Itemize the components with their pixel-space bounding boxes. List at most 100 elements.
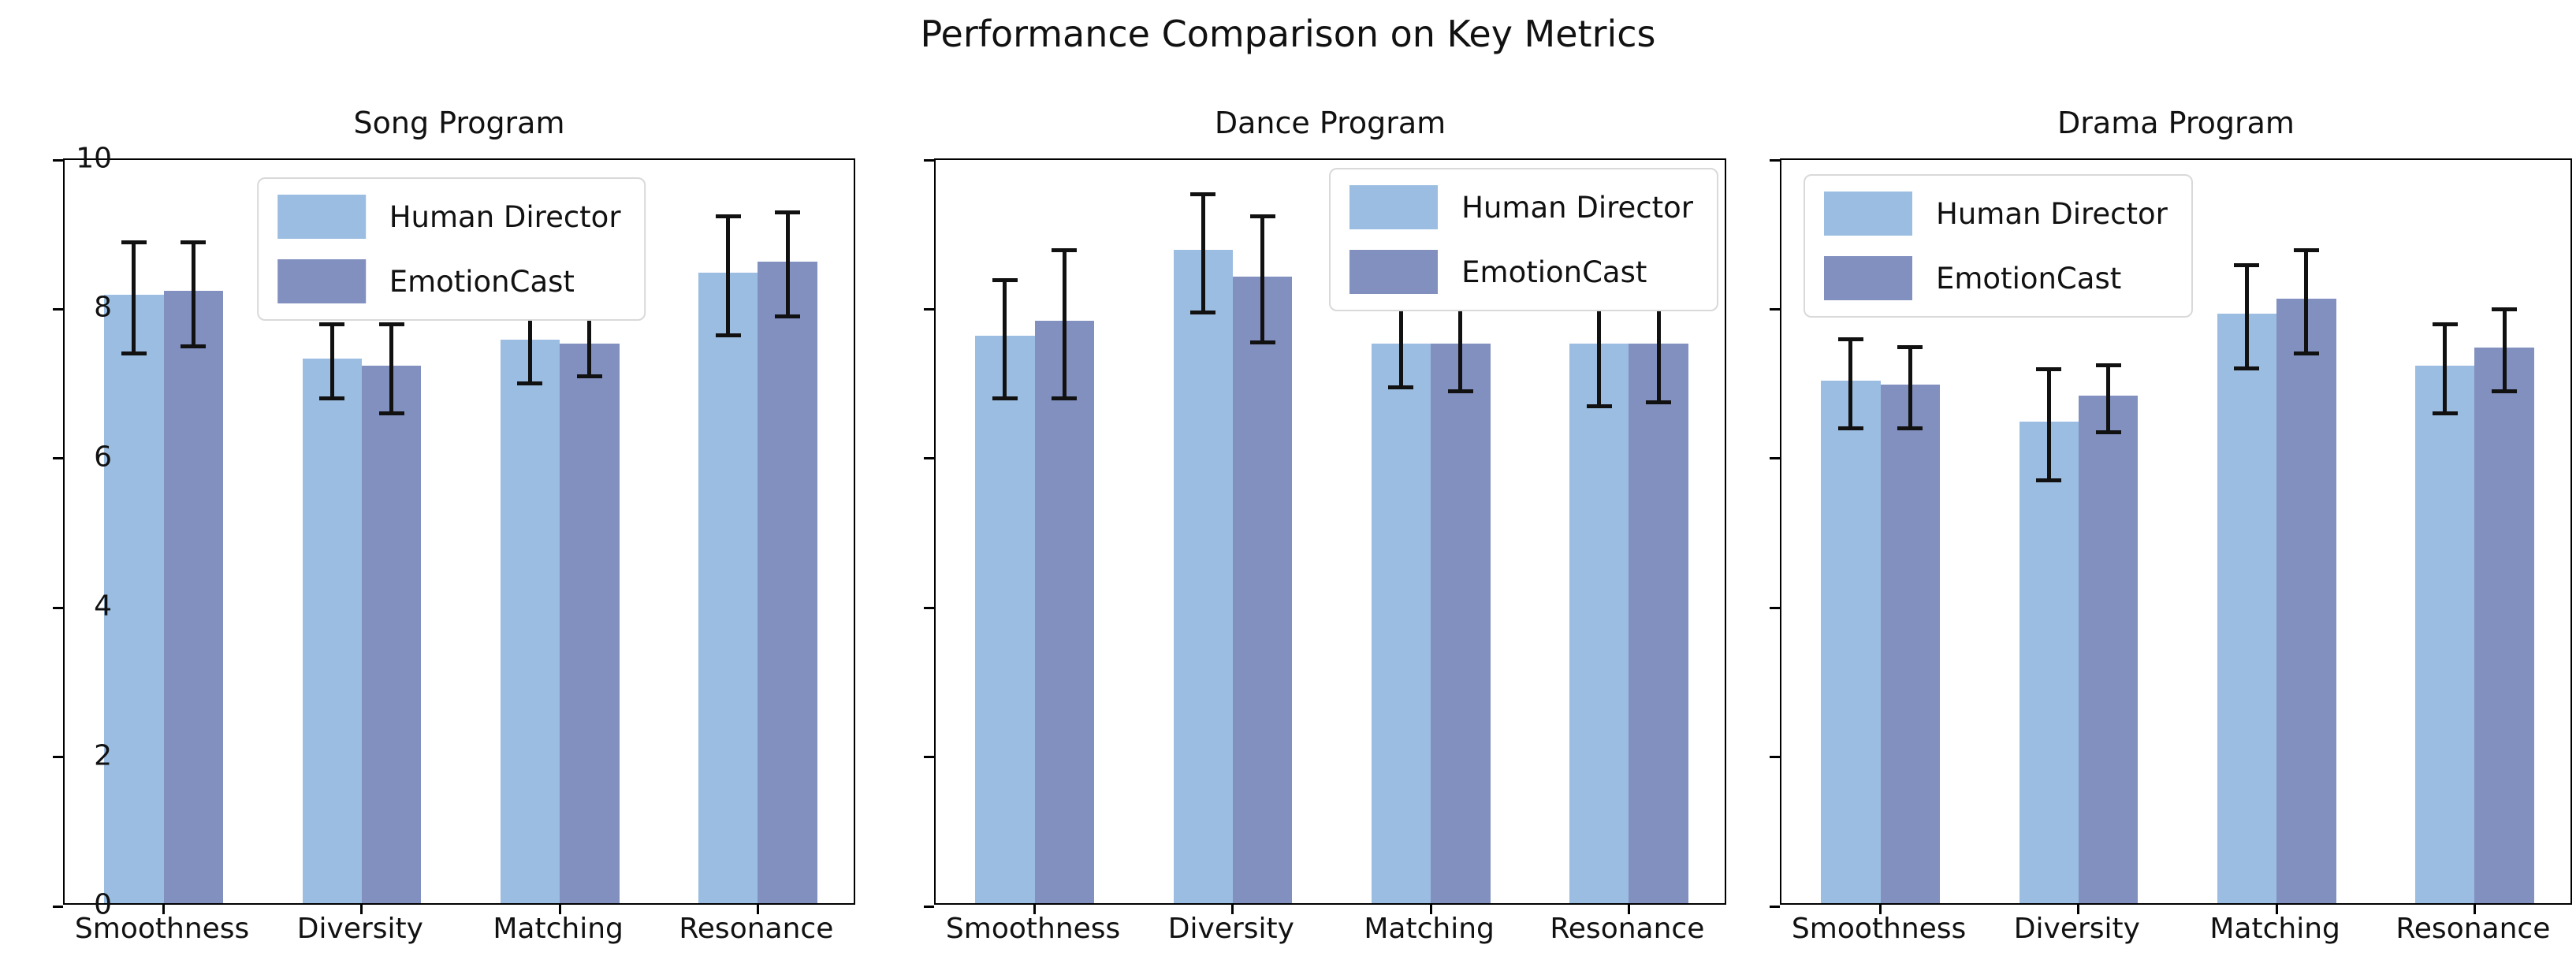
legend-swatch-emotioncast (1349, 250, 1439, 294)
bar-emotioncast (2276, 298, 2336, 903)
x-tick-mark (1879, 905, 1882, 914)
x-tick-mark (1627, 905, 1630, 914)
legend-label: Human Director (1936, 196, 2168, 231)
y-tick-mark (1770, 756, 1780, 759)
bar-emotioncast (1232, 276, 1293, 903)
error-bar-line (132, 242, 136, 355)
bar-human-director (1371, 343, 1431, 903)
x-axis-label: Matching (2209, 913, 2340, 945)
x-tick-mark (1033, 905, 1037, 914)
error-bar-cap-bottom (2293, 351, 2319, 356)
bar-human-director (975, 336, 1035, 903)
error-bar-line (1260, 216, 1265, 343)
bar-emotioncast (758, 261, 817, 903)
error-bar-line (2106, 365, 2111, 433)
y-tick-label: 2 (94, 739, 112, 772)
error-bar-cap-top (2234, 262, 2260, 267)
bar-emotioncast (1629, 343, 1688, 903)
error-bar-cap-top (992, 277, 1018, 282)
bar-emotioncast (2078, 396, 2139, 903)
error-bar-cap-top (2432, 322, 2458, 327)
error-bar-line (527, 301, 532, 385)
x-axis-label: Diversity (296, 913, 423, 945)
error-bar-line (587, 316, 592, 377)
x-axis-label: Diversity (1167, 913, 1294, 945)
error-bar-line (2304, 249, 2309, 355)
bar-emotioncast (560, 343, 620, 903)
x-tick-mark (2473, 905, 2476, 914)
y-tick-mark (53, 756, 63, 759)
legend: Human Director EmotionCast (256, 177, 646, 321)
x-tick-mark (558, 905, 561, 914)
bar-emotioncast (2474, 347, 2534, 903)
y-tick-mark (1770, 307, 1780, 311)
y-tick-mark (53, 457, 63, 460)
bar-human-director (1173, 250, 1233, 903)
legend-row: EmotionCast (277, 259, 621, 303)
legend-swatch-human-director (1349, 185, 1439, 229)
error-bar-cap-top (1190, 192, 1216, 196)
y-tick-mark (53, 307, 63, 311)
plot-area: Human Director EmotionCast (924, 158, 1726, 914)
x-axis-label: Matching (493, 913, 624, 945)
y-tick-mark (53, 905, 63, 908)
y-tick-mark (924, 606, 934, 609)
y-tick-mark (1770, 457, 1780, 460)
error-bar-cap-bottom (1388, 385, 1414, 389)
error-bar-cap-bottom (992, 396, 1018, 401)
legend-swatch-human-director (277, 195, 366, 239)
error-bar-line (1062, 249, 1067, 400)
error-bar-cap-bottom (1837, 426, 1863, 430)
error-bar-line (2046, 369, 2051, 482)
bar-human-director (698, 272, 758, 903)
error-bar-cap-top (2036, 367, 2062, 372)
error-bar-line (389, 324, 394, 414)
bar-human-director (302, 358, 362, 903)
x-tick-mark (756, 905, 759, 914)
legend-row: EmotionCast (1824, 256, 2168, 300)
bar-human-director (104, 295, 164, 903)
bar-emotioncast (1034, 321, 1094, 903)
error-bar-cap-bottom (1646, 400, 1672, 404)
error-bar-cap-bottom (1190, 311, 1216, 315)
x-tick-mark (162, 905, 166, 914)
y-tick-label: 8 (94, 291, 112, 324)
bar-human-director (500, 340, 560, 903)
legend-swatch-emotioncast (277, 259, 366, 303)
subplot-title: Song Program (353, 106, 565, 140)
error-bar-cap-bottom (775, 314, 801, 318)
x-axis-label: Resonance (1550, 913, 1705, 945)
x-tick-mark (2275, 905, 2278, 914)
error-bar-line (1908, 346, 1912, 429)
bar-emotioncast (163, 291, 223, 903)
error-bar-cap-bottom (715, 333, 741, 337)
error-bar-cap-bottom (2036, 478, 2062, 483)
bar-emotioncast (1880, 384, 1940, 903)
error-bar-line (2502, 309, 2507, 392)
subplot-dance-program: Dance Program Human Director EmotionCast Sm… (924, 0, 1726, 967)
error-bar-cap-bottom (2095, 430, 2121, 434)
error-bar-cap-top (1897, 344, 1923, 349)
plot-area: Human Director EmotionCast (53, 158, 855, 914)
error-bar-cap-top (2095, 363, 2121, 368)
x-tick-mark (360, 905, 363, 914)
error-bar-cap-bottom (1586, 404, 1612, 408)
error-bar-line (2443, 324, 2448, 414)
error-bar-cap-bottom (2492, 389, 2518, 393)
y-tick-mark (924, 905, 934, 908)
subplot-song-program: Song Program Human Director EmotionCast 0 2 4… (53, 0, 855, 967)
legend: Human Director EmotionCast (1804, 174, 2193, 318)
error-bar-cap-bottom (121, 351, 147, 356)
error-bar-line (785, 212, 790, 317)
error-bar-cap-bottom (2234, 366, 2260, 371)
error-bar-line (191, 242, 195, 347)
bar-emotioncast (1431, 343, 1491, 903)
y-tick-mark (924, 457, 934, 460)
error-bar-cap-bottom (181, 344, 207, 348)
figure-title: Performance Comparison on Key Metrics (920, 13, 1656, 55)
legend-label: Human Director (1461, 190, 1693, 225)
legend-label: EmotionCast (1461, 255, 1647, 289)
y-tick-mark (924, 756, 934, 759)
x-axis-label: Resonance (2395, 913, 2551, 945)
